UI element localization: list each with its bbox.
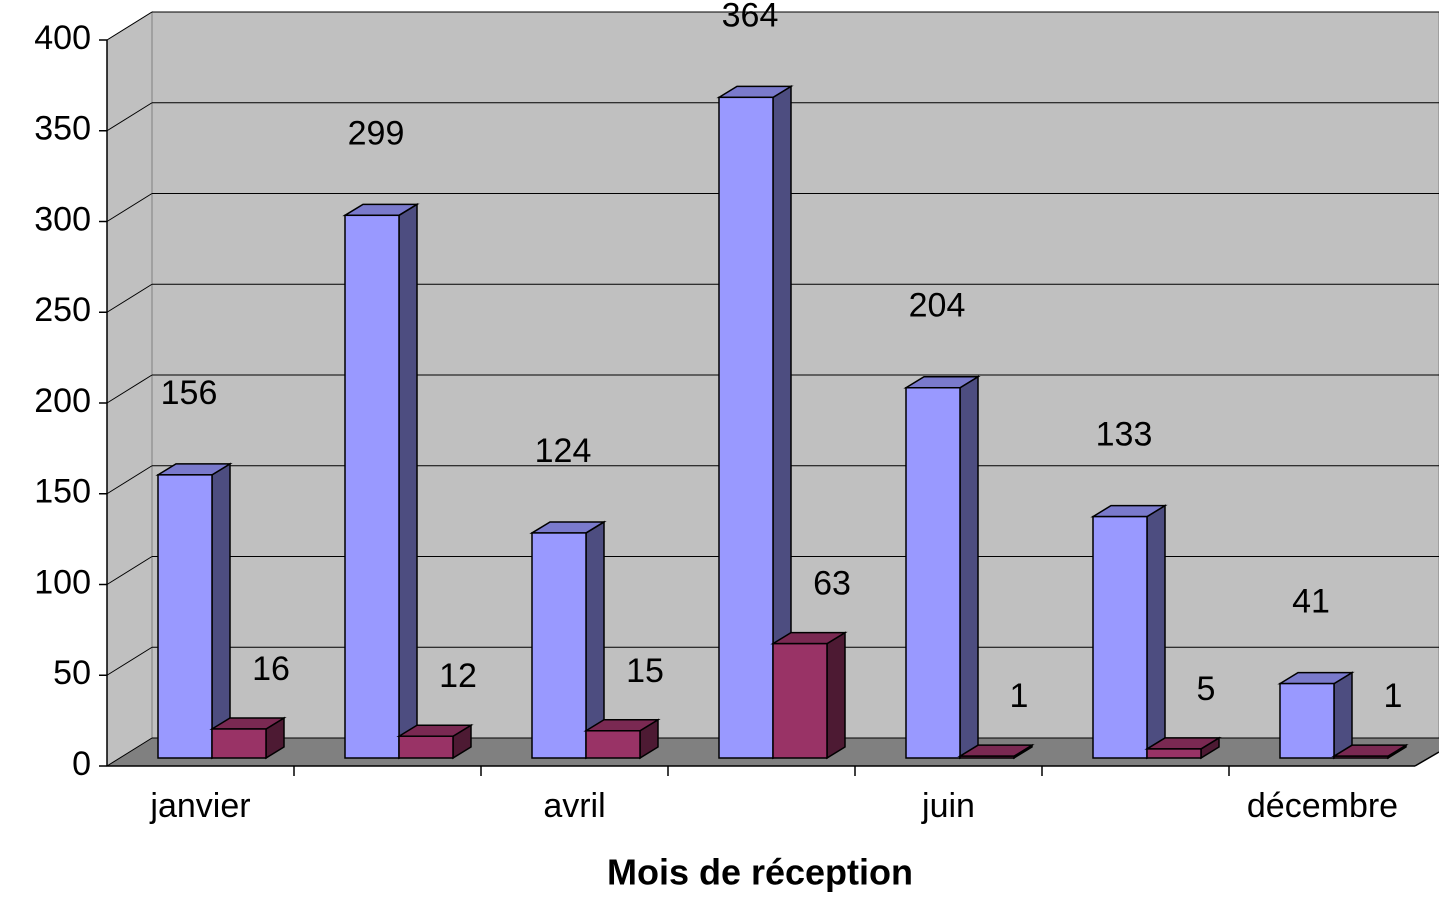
value-label: 41 xyxy=(1292,583,1330,621)
value-label: 15 xyxy=(626,652,664,690)
x-tick-label: avril xyxy=(543,787,605,825)
y-tick-label: 50 xyxy=(53,654,91,692)
value-label: 204 xyxy=(909,287,966,325)
grid-line xyxy=(106,646,153,676)
grid-line xyxy=(106,556,153,585)
value-label: 12 xyxy=(439,657,477,695)
y-tick-label: 250 xyxy=(34,291,91,329)
x-axis-depth xyxy=(1414,751,1439,767)
bar xyxy=(959,755,1015,759)
bar-side xyxy=(1146,504,1166,760)
grid-line xyxy=(106,193,153,222)
bar xyxy=(1333,755,1389,759)
x-axis-title: Mois de réception xyxy=(607,852,913,893)
y-tick-label: 300 xyxy=(34,200,91,238)
value-label: 5 xyxy=(1197,670,1216,708)
grid-line xyxy=(106,283,153,313)
value-label: 1 xyxy=(1010,677,1029,715)
y-tick-label: 350 xyxy=(34,110,91,148)
y-tick-label: 0 xyxy=(72,745,91,783)
y-tick-label: 200 xyxy=(34,382,91,420)
bar xyxy=(1146,748,1202,759)
value-label: 133 xyxy=(1096,416,1153,454)
bar-side xyxy=(959,375,979,760)
grid-line xyxy=(106,102,153,132)
bar xyxy=(1279,682,1335,759)
x-tick-label: décembre xyxy=(1247,787,1398,825)
bar xyxy=(1092,515,1148,759)
bar xyxy=(905,386,961,759)
bar-side xyxy=(826,631,846,760)
y-tick-label: 400 xyxy=(34,19,91,57)
y-tick-label: 150 xyxy=(34,473,91,511)
value-label: 299 xyxy=(348,114,405,152)
bar xyxy=(585,730,641,759)
grid-line xyxy=(106,374,153,404)
grid-line xyxy=(106,11,153,41)
bar-side xyxy=(211,462,231,760)
grid-line xyxy=(106,465,153,495)
bar xyxy=(344,214,400,759)
bar xyxy=(211,728,267,759)
value-label: 364 xyxy=(722,0,779,34)
value-label: 16 xyxy=(252,650,290,688)
value-label: 63 xyxy=(813,565,851,603)
x-tick-label: juin xyxy=(921,787,975,825)
value-label: 1 xyxy=(1384,677,1403,715)
y-tick-label: 100 xyxy=(34,563,91,601)
bar-side xyxy=(398,202,418,760)
bar xyxy=(531,532,587,759)
value-label: 124 xyxy=(535,432,592,470)
bar-side xyxy=(1333,671,1353,760)
bar xyxy=(157,474,213,759)
bar xyxy=(398,735,454,759)
bar xyxy=(718,96,774,759)
bars xyxy=(155,85,1409,760)
grid-line xyxy=(106,737,153,767)
bar xyxy=(772,642,828,759)
x-tick-label: janvier xyxy=(149,787,250,825)
value-label: 156 xyxy=(161,374,218,412)
